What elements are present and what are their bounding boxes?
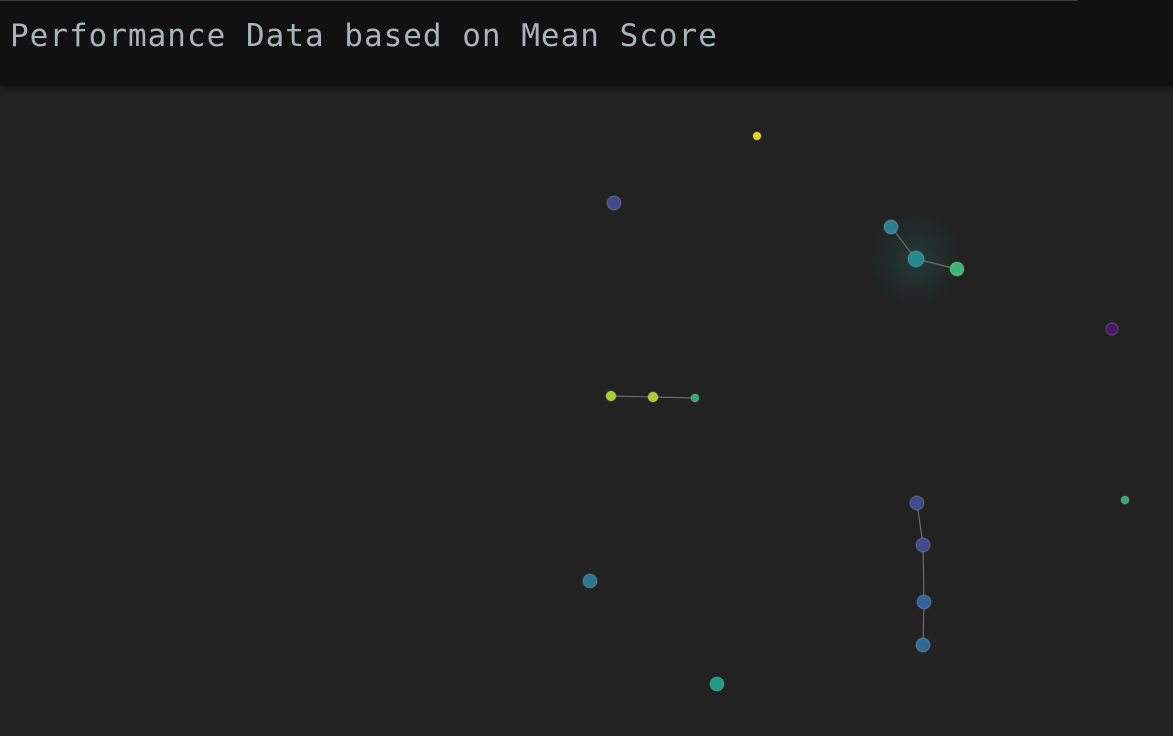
header-top-rule [0, 0, 1078, 1]
data-point-p4[interactable] [907, 250, 925, 268]
data-point-marker[interactable] [752, 131, 762, 141]
node-layer [582, 131, 1130, 692]
data-point-marker[interactable] [605, 390, 617, 402]
data-point-p7[interactable] [605, 390, 617, 402]
data-point-p16[interactable] [709, 676, 725, 692]
data-point-p6[interactable] [1105, 322, 1119, 336]
chart-title: Performance Data based on Mean Score [10, 18, 718, 54]
data-point-marker[interactable] [1120, 495, 1130, 505]
data-point-p8[interactable] [647, 391, 659, 403]
data-point-p1[interactable] [752, 131, 762, 141]
data-point-p12[interactable] [915, 537, 931, 553]
link-p14-p15 [922, 601, 925, 646]
scatter-plot-canvas[interactable] [0, 86, 1173, 736]
data-point-marker[interactable] [582, 573, 598, 589]
data-point-p3[interactable] [883, 219, 899, 235]
data-point-marker[interactable] [909, 495, 925, 511]
link-p10-p12 [916, 502, 924, 546]
data-point-marker[interactable] [907, 250, 925, 268]
data-point-marker[interactable] [916, 594, 932, 610]
link-p7-p8 [610, 395, 654, 398]
data-point-marker[interactable] [647, 391, 659, 403]
link-p12-p14 [922, 544, 925, 603]
data-point-marker[interactable] [915, 637, 931, 653]
data-point-marker[interactable] [1105, 322, 1119, 336]
link-p8-p9 [652, 396, 696, 399]
data-point-marker[interactable] [690, 393, 700, 403]
data-point-marker[interactable] [606, 195, 622, 211]
chart-header: Performance Data based on Mean Score [0, 0, 1173, 86]
data-point-p15[interactable] [915, 637, 931, 653]
data-point-p10[interactable] [909, 495, 925, 511]
data-point-p13[interactable] [582, 573, 598, 589]
data-point-marker[interactable] [915, 537, 931, 553]
data-point-marker[interactable] [949, 261, 965, 277]
data-point-p2[interactable] [606, 195, 622, 211]
data-point-p11[interactable] [1120, 495, 1130, 505]
data-point-p5[interactable] [949, 261, 965, 277]
data-point-p14[interactable] [916, 594, 932, 610]
data-point-p9[interactable] [690, 393, 700, 403]
data-point-marker[interactable] [883, 219, 899, 235]
data-point-marker[interactable] [709, 676, 725, 692]
